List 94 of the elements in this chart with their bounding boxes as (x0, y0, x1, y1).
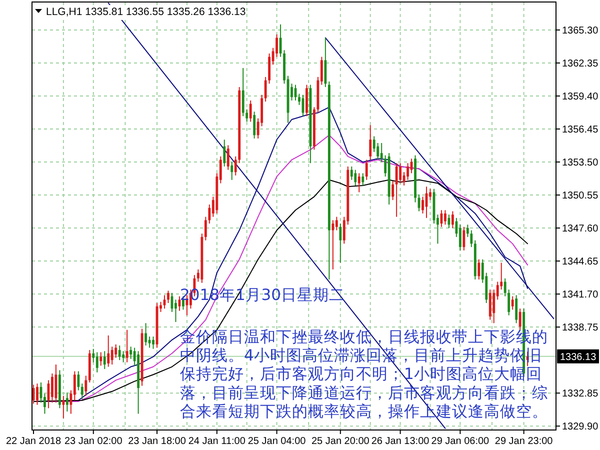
candlestick (466, 224, 469, 238)
candlestick (395, 162, 398, 218)
candlestick (508, 289, 510, 316)
candlestick (458, 224, 462, 251)
y-tick-label: 1347.60 (562, 224, 599, 235)
candlestick (372, 136, 376, 152)
candlestick (122, 350, 125, 363)
y-tick-label: 1362.35 (562, 58, 599, 70)
annotation: 落，目前呈现下降通道运行，后市客观方向看跌；综 (180, 384, 548, 402)
candlestick (96, 352, 98, 373)
candlestick (492, 289, 496, 324)
candlestick (422, 196, 424, 214)
candlestick (204, 216, 207, 241)
candlestick (226, 144, 230, 170)
candlestick (152, 336, 154, 350)
candlestick (223, 139, 226, 167)
x-tick-label: 23 Jan 18:00 (128, 436, 186, 447)
candlestick (230, 162, 234, 180)
candlestick (478, 258, 480, 280)
candlestick (62, 395, 65, 419)
candlestick (100, 352, 102, 366)
candlestick (470, 230, 473, 248)
candlestick (369, 124, 372, 160)
candlestick (504, 278, 506, 297)
x-tick-label: 23 Jan 02:00 (64, 436, 123, 447)
candlestick (451, 210, 454, 229)
candlestick (73, 370, 76, 401)
candlestick (80, 383, 84, 400)
x-tick-label: 22 Jan 2018 (6, 436, 62, 447)
y-tick-label: 1365.30 (562, 25, 599, 36)
candlestick (264, 76, 267, 102)
candlestick (77, 370, 80, 391)
candlestick (110, 346, 114, 366)
ref-line-label: 1336.13 (560, 352, 597, 363)
candlestick (511, 296, 514, 310)
candlestick (448, 214, 450, 229)
x-tick-label: 29 Jan 06:00 (431, 436, 490, 447)
candlestick (380, 142, 383, 163)
candlestick (167, 290, 170, 304)
y-tick-label: 1341.70 (562, 290, 599, 301)
x-tick-label: 24 Jan 11:00 (188, 436, 246, 447)
candlestick (399, 162, 402, 184)
candlestick (365, 159, 368, 180)
candlestick (118, 345, 121, 361)
x-tick-label: 25 Jan 20:00 (311, 436, 370, 447)
candlestick (234, 156, 237, 176)
candlestick (515, 294, 518, 324)
candlestick (208, 204, 211, 224)
y-tick-label: 1344.65 (562, 256, 599, 268)
x-tick-label: 26 Jan 13:00 (371, 436, 430, 447)
candlestick (376, 142, 380, 160)
candlestick (66, 392, 68, 412)
candlestick (253, 111, 256, 140)
candlestick (54, 364, 58, 404)
y-tick-label: 1350.55 (562, 190, 599, 202)
candlestick (362, 172, 364, 186)
candlestick (350, 166, 353, 180)
y-tick-label: 1338.75 (562, 322, 599, 334)
x-tick-label: 25 Jan 04:00 (248, 436, 306, 447)
candlestick (246, 108, 248, 122)
candlestick (249, 100, 252, 122)
y-tick-label: 1356.45 (562, 124, 599, 136)
candlestick (339, 223, 342, 264)
candlestick (84, 375, 88, 396)
candlestick (332, 220, 334, 270)
candlestick (268, 52, 271, 84)
candlestick (130, 346, 132, 360)
y-tick-label: 1332.85 (562, 388, 599, 400)
annotation: 保持完好，后市客观方向不明；1小时图高位大幅回 (180, 365, 542, 384)
chart-title: LLG,H1 1335.81 1336.55 1335.26 1336.13 (46, 6, 246, 18)
candlestick (518, 308, 522, 330)
y-tick-label: 1359.40 (562, 91, 599, 102)
candlestick (406, 162, 409, 180)
candlestick (144, 322, 147, 346)
y-tick-label: 1353.50 (562, 158, 599, 169)
candlestick (276, 34, 278, 58)
candlestick (36, 383, 38, 406)
candlestick (242, 68, 244, 117)
candlestick (50, 372, 54, 404)
candlestick (358, 172, 360, 193)
candlestick (114, 344, 118, 358)
candlestick (126, 329, 128, 363)
candlestick (444, 210, 446, 226)
candlestick (335, 216, 338, 231)
candlestick (462, 226, 466, 251)
candlestick (488, 289, 492, 320)
candlestick (324, 37, 327, 88)
candlestick (107, 334, 110, 368)
candlestick (392, 180, 394, 201)
y-tick-label: 1329.90 (562, 422, 599, 433)
candlestick (103, 350, 106, 370)
candlestick (354, 169, 357, 186)
x-tick-label: 29 Jan 23:00 (494, 436, 554, 447)
candlestick (174, 299, 177, 323)
